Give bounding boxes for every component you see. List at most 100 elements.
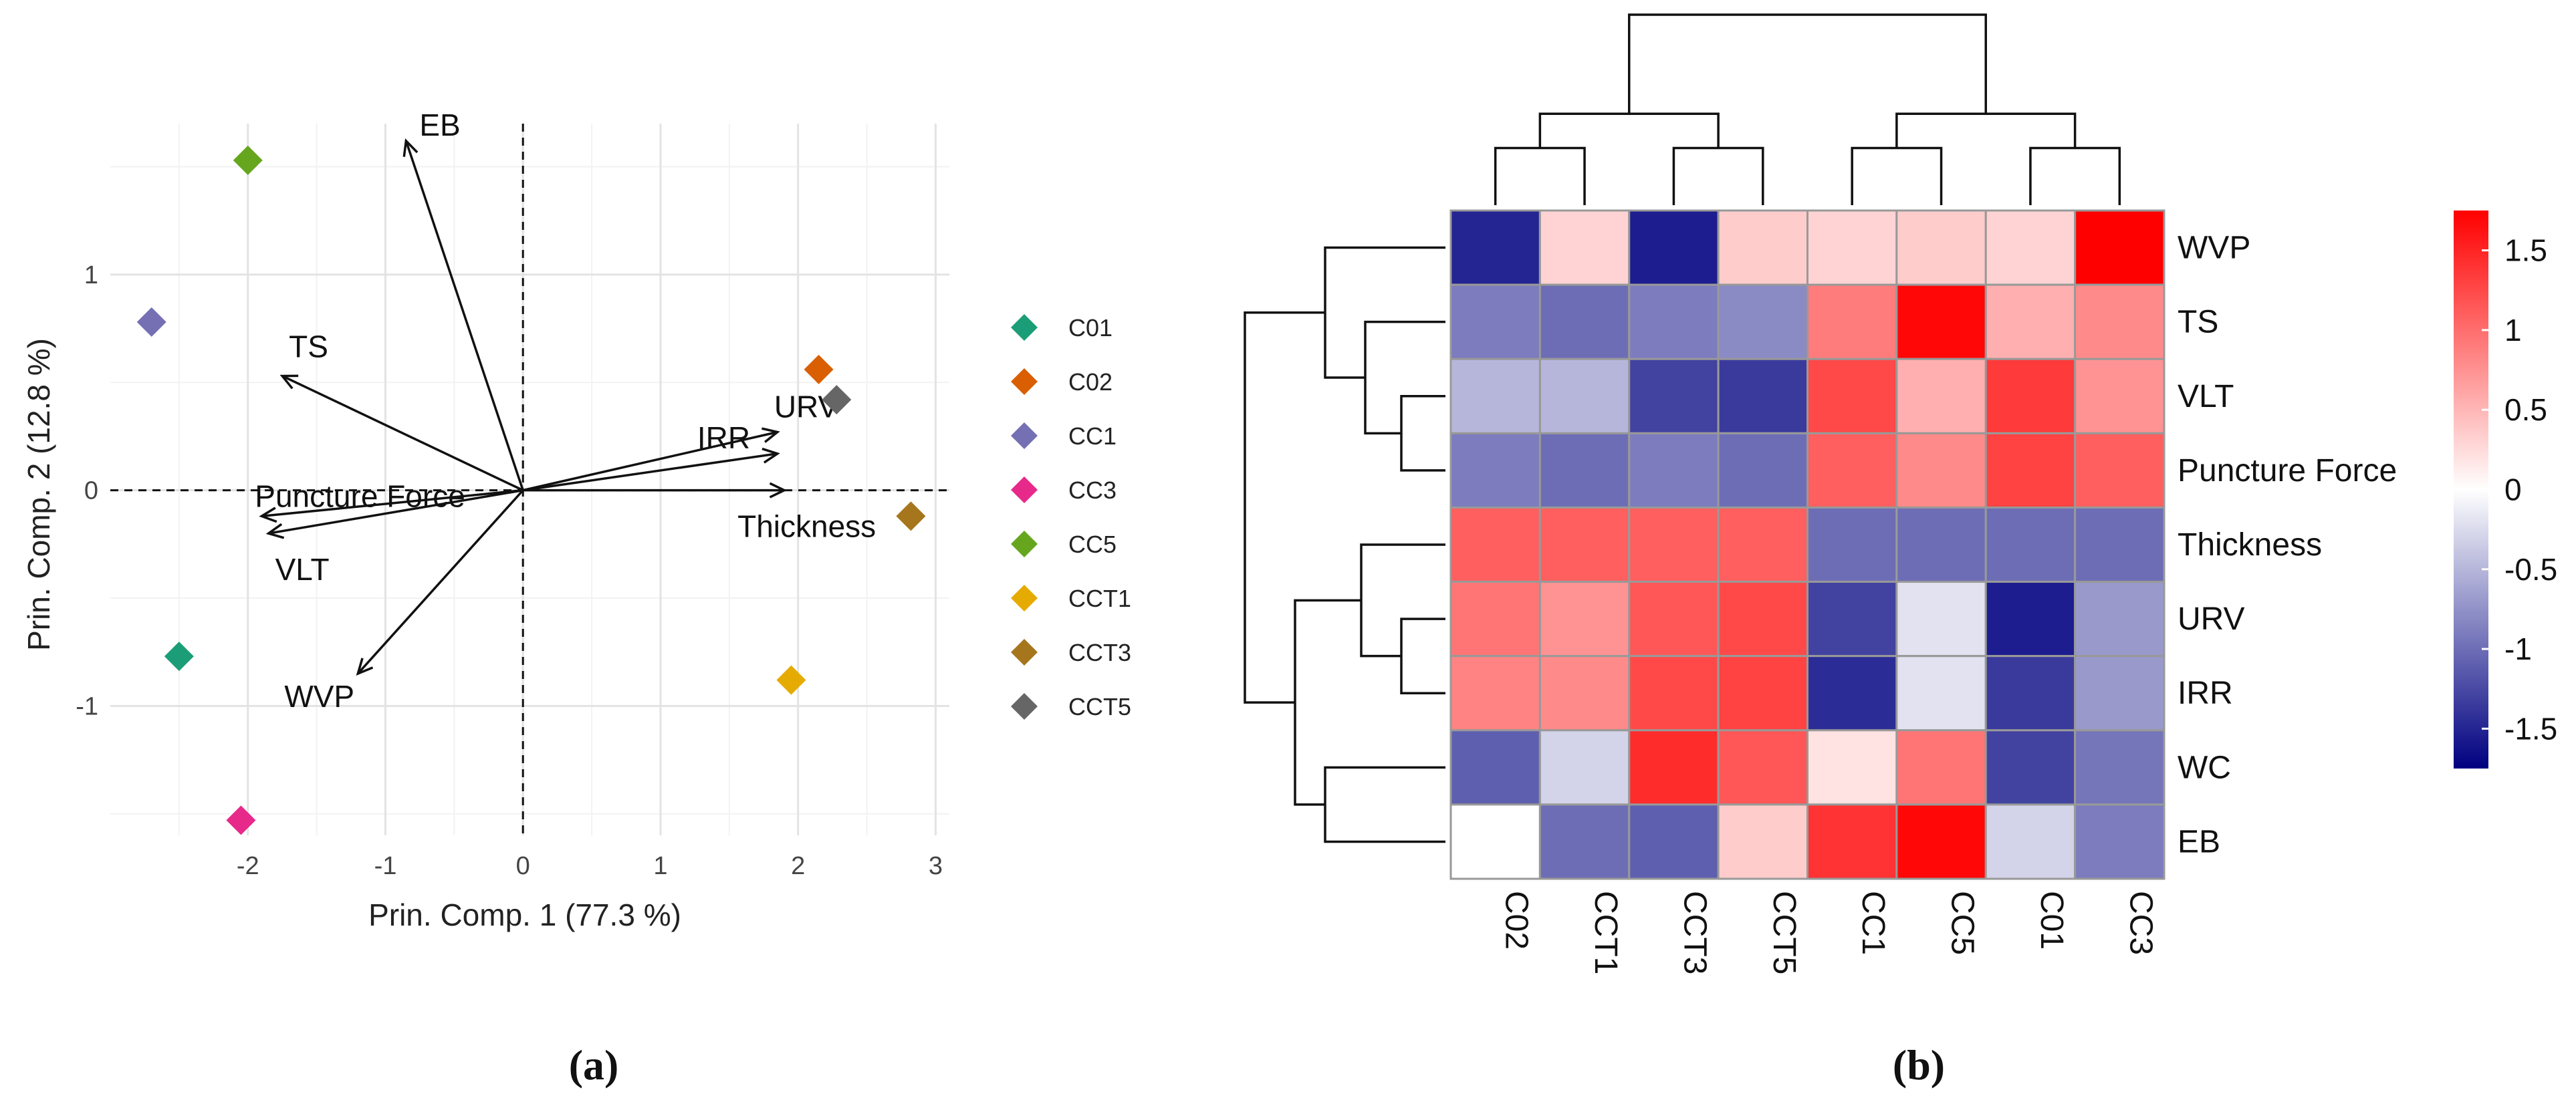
loading-arrow-shaft (281, 375, 523, 492)
row-dendrogram (1244, 246, 1445, 843)
heatmap-cell (1806, 209, 1898, 286)
column-label: C02 (1499, 891, 1534, 950)
heatmap-cell (1628, 358, 1720, 434)
dendrogram-branch (1324, 766, 1445, 843)
heatmap-cell (1628, 581, 1720, 658)
heatmap-cell (1895, 729, 1987, 806)
x-axis-label: Prin. Comp. 1 (77.3 %) (368, 898, 681, 932)
heatmap-cell (1895, 358, 1987, 434)
dendrogram-branch (1364, 320, 1445, 435)
heatmap-cell (1984, 803, 2077, 880)
heatmap-cells (1449, 209, 2165, 880)
heatmap-cell (1984, 209, 2077, 286)
loading-arrow-head (762, 447, 780, 464)
heatmap-cell (1806, 803, 1898, 880)
biplot-zero-lines (110, 124, 949, 835)
heatmap-cell (2074, 432, 2165, 509)
heatmap-column-labels: C02 CCT1 CCT3 CCT5 CC1 CC5 C01 CC3 (1499, 891, 2159, 974)
heatmap-cell (1984, 283, 2077, 360)
legend-key (1011, 368, 1038, 395)
column-label: CC1 (1855, 891, 1891, 955)
y-tick-label: 1 (84, 261, 98, 289)
colorbar-tick-label: 0.5 (2504, 392, 2547, 427)
heatmap-cell (1628, 432, 1720, 509)
loading-arrow-shaft (261, 489, 523, 518)
heatmap-cell (1538, 729, 1631, 806)
sample-point-cct5 (822, 385, 852, 415)
row-label: IRR (2178, 676, 2233, 711)
x-tick-label: 3 (929, 852, 943, 880)
heatmap-cell (1984, 729, 2077, 806)
heatmap-cell (1717, 209, 1808, 286)
dendrogram-branch (1360, 543, 1445, 658)
heatmap-cell (1717, 506, 1808, 583)
pca-biplot-panel: -2 -1 0 1 2 3 -1 0 1 EB TS Puncture Force VLT WVP URV… (21, 108, 1131, 932)
loading-arrow: Thickness (523, 482, 876, 544)
heatmap-cell (1628, 283, 1720, 360)
loading-arrow-shaft (268, 489, 523, 535)
heatmap-cell (1628, 729, 1720, 806)
heatmap-cell (1806, 283, 1898, 360)
heatmap-cell (1895, 432, 1987, 509)
legend-label: CC1 (1068, 422, 1117, 450)
heatmap-cell (1538, 209, 1631, 286)
colorbar-tick-label: -1.5 (2504, 711, 2557, 746)
heatmap-cell (1538, 803, 1631, 880)
dendrogram-branch (1672, 146, 1764, 205)
legend-key (1011, 585, 1038, 611)
heatmap-cell (2074, 655, 2165, 732)
loading-arrow-shaft (357, 489, 524, 675)
row-label: VLT (2178, 379, 2234, 414)
heatmap-cell (1806, 506, 1898, 583)
heatmap-cell (1717, 581, 1808, 658)
heatmap-cell (1895, 655, 1987, 732)
loading-arrow-head (769, 482, 788, 499)
sample-point-c01 (164, 642, 194, 672)
heatmap-cell (1806, 581, 1898, 658)
y-axis-label: Prin. Comp. 2 (12.8 %) (21, 338, 56, 651)
column-label: CCT3 (1677, 891, 1712, 974)
heatmap-cell (1449, 655, 1541, 732)
heatmap-cell (1895, 803, 1987, 880)
row-label: URV (2178, 601, 2244, 637)
legend-label: CC5 (1068, 531, 1117, 558)
sample-points (136, 145, 926, 835)
heatmap-cell (1538, 283, 1631, 360)
heatmap-cell (1984, 581, 2077, 658)
dendrogram-branch (1400, 395, 1445, 472)
legend-label: CC3 (1068, 476, 1117, 504)
legend-key (1011, 693, 1038, 720)
colorbar-tick-label: 1 (2504, 313, 2522, 348)
x-tick-label: 0 (516, 852, 530, 880)
heatmap-cell (1895, 209, 1987, 286)
loading-arrow: Puncture Force (255, 478, 523, 523)
loading-arrow-head (402, 138, 419, 157)
loading-label: WVP (284, 679, 354, 714)
loading-arrow-head (762, 427, 780, 443)
heatmap-cell (1449, 803, 1541, 880)
column-label: CCT1 (1588, 891, 1623, 974)
heatmap-cell (2074, 358, 2165, 434)
heatmap-cell (1449, 506, 1541, 583)
x-tick-label: -1 (374, 852, 397, 880)
column-dendrogram (1494, 13, 2121, 205)
row-label: WVP (2178, 231, 2250, 266)
row-label: Thickness (2178, 527, 2322, 563)
heatmap-cell (1806, 432, 1898, 509)
dendrogram-branch (1294, 599, 1361, 806)
heatmap-cell (1538, 506, 1631, 583)
dendrogram-branch (1538, 112, 1720, 148)
heatmap-cell (2074, 729, 2165, 806)
legend-key (1011, 422, 1038, 449)
dendrogram-branch (1494, 146, 1586, 205)
x-tick-label: -2 (237, 852, 259, 880)
sample-point-cc5 (233, 145, 263, 175)
sample-legend: C01 C02 CC1 CC3 CC5 CCT1 CCT3 CCT5 (1011, 314, 1131, 720)
heatmap-cell (1628, 655, 1720, 732)
loading-label: VLT (275, 552, 330, 587)
heatmap-cell (1538, 432, 1631, 509)
loading-label: Thickness (737, 509, 876, 544)
loading-arrow: EB (402, 108, 524, 491)
